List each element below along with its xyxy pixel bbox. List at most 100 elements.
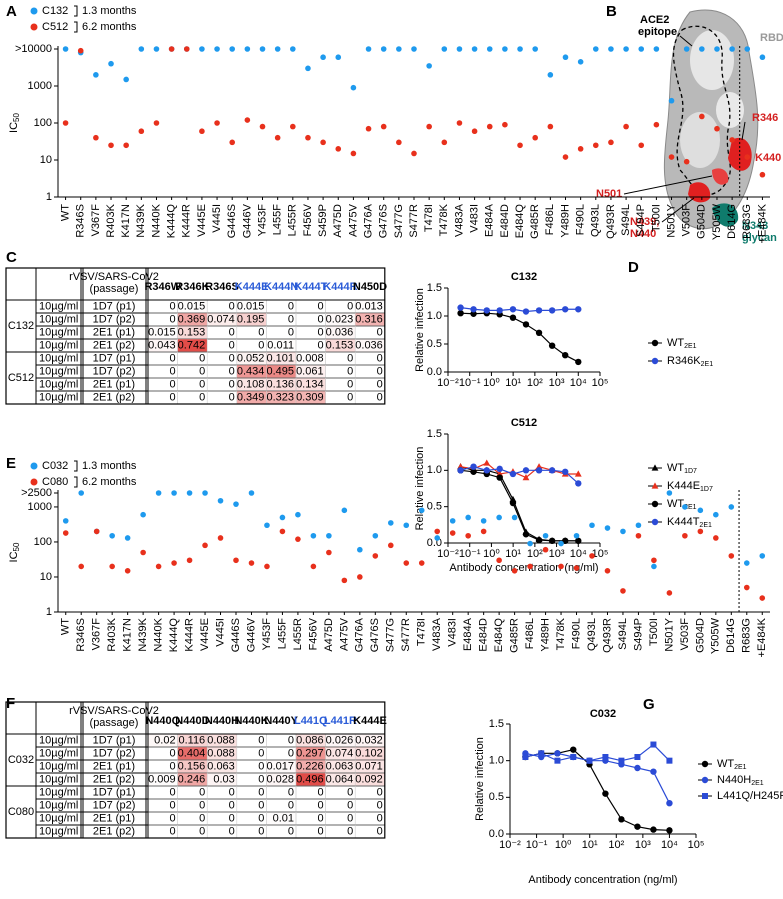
column-header: N440D — [175, 715, 209, 727]
x-tick-label: K444Q — [168, 618, 180, 653]
cell-value: 0.03 — [213, 773, 234, 785]
point — [183, 46, 190, 52]
passage: 2E1 (p2) — [93, 773, 135, 785]
point — [168, 46, 175, 52]
cell-value: 0.017 — [266, 760, 294, 772]
x-tick-label: A475V — [347, 203, 359, 237]
legend-marker — [30, 462, 38, 470]
cell-value: 0.064 — [326, 773, 354, 785]
column-header: L441Q — [294, 715, 328, 727]
cell-value: 0 — [199, 365, 205, 377]
point — [411, 46, 417, 52]
x-tick-label: R683G — [741, 204, 753, 239]
cell-value: 0 — [169, 391, 175, 403]
x-tick-label: 10³ — [635, 839, 651, 851]
point — [713, 511, 719, 518]
concentration: 10µg/ml — [39, 326, 78, 338]
point — [274, 134, 281, 141]
legend-label: K444T2E1 — [667, 516, 712, 529]
y-tick-label: 100 — [34, 536, 52, 548]
cell-value: 0.369 — [178, 313, 206, 325]
y-tick-label: 1.5 — [489, 718, 504, 730]
point — [418, 507, 425, 514]
y-tick-label: 10 — [40, 571, 52, 583]
x-tick-label: V445I — [211, 204, 223, 233]
cell-value: 0 — [377, 799, 383, 811]
point — [248, 560, 255, 566]
chart-title: C032 — [590, 708, 616, 720]
point — [547, 123, 554, 130]
point — [502, 121, 508, 128]
point — [233, 557, 239, 564]
column-header: K444R — [323, 281, 357, 293]
point — [682, 532, 688, 539]
y-axis-label: Relative infection — [414, 288, 426, 372]
point — [449, 518, 456, 524]
point — [602, 754, 609, 760]
x-tick-label: V483A — [453, 203, 465, 237]
residue-label: K440 — [755, 152, 781, 164]
point — [496, 474, 503, 481]
x-tick-label: T478K — [438, 203, 450, 236]
concentration: 10µg/ml — [39, 352, 78, 364]
point — [357, 574, 363, 580]
antibody-label: C080 — [8, 806, 34, 818]
x-tick-label: S477G — [393, 204, 405, 238]
chart-title: C512 — [511, 417, 537, 429]
point — [623, 123, 629, 130]
x-tick-label: WT — [59, 204, 71, 221]
x-tick-label: Q493R — [601, 618, 613, 653]
x-tick-label: Y453F — [261, 618, 273, 651]
cell-value: 0 — [229, 378, 235, 390]
cell-value: 0 — [229, 825, 235, 837]
concentration: 10µg/ml — [39, 734, 78, 746]
point — [93, 134, 99, 141]
point — [586, 757, 593, 764]
point — [604, 568, 611, 574]
x-tick-label: A475V — [338, 617, 350, 651]
cell-value: 0 — [229, 326, 235, 338]
legend-label-main: WT — [667, 337, 684, 349]
point — [743, 584, 750, 591]
passage: 2E1 (p2) — [93, 391, 135, 403]
point — [310, 563, 317, 570]
x-tick-label: 10⁰ — [483, 377, 500, 389]
x-tick-label: 10⁵ — [592, 548, 609, 560]
concentration: 10µg/ml — [39, 391, 78, 403]
x-tick-label: S477R — [408, 204, 420, 238]
point — [441, 46, 448, 52]
cell-value: 0.015 — [237, 300, 265, 312]
y-tick-label: 1000 — [28, 80, 52, 92]
legend-label-main: K444E — [667, 480, 700, 492]
y-tick-label: 0.0 — [489, 828, 504, 840]
point — [380, 46, 387, 52]
x-tick-label: S459P — [317, 204, 329, 237]
point — [535, 307, 543, 314]
x-tick-label: Y489H — [559, 204, 571, 238]
passage: 1D7 (p2) — [93, 313, 136, 325]
cell-value: 0.153 — [326, 339, 354, 351]
cell-value: 0 — [169, 300, 175, 312]
cell-value: 0.323 — [266, 391, 294, 403]
point — [592, 142, 599, 149]
x-tick-label: +E484K — [756, 617, 768, 657]
cell-value: 0 — [169, 313, 175, 325]
column-header: K444E — [353, 715, 387, 727]
x-tick-label: V445I — [214, 618, 226, 647]
concentration: 10µg/ml — [39, 300, 78, 312]
point — [542, 532, 549, 539]
series-line — [525, 749, 670, 831]
column-header: R346K — [175, 281, 209, 293]
series-line — [460, 466, 579, 542]
point — [244, 117, 251, 123]
point — [214, 120, 220, 126]
cell-value: 0 — [288, 300, 294, 312]
point — [350, 84, 357, 91]
column-header: N440K — [234, 715, 268, 727]
point — [683, 158, 690, 165]
point — [509, 470, 517, 478]
point — [532, 134, 538, 141]
point — [744, 46, 751, 52]
passage: 2E1 (p2) — [93, 339, 135, 351]
point — [465, 532, 471, 539]
